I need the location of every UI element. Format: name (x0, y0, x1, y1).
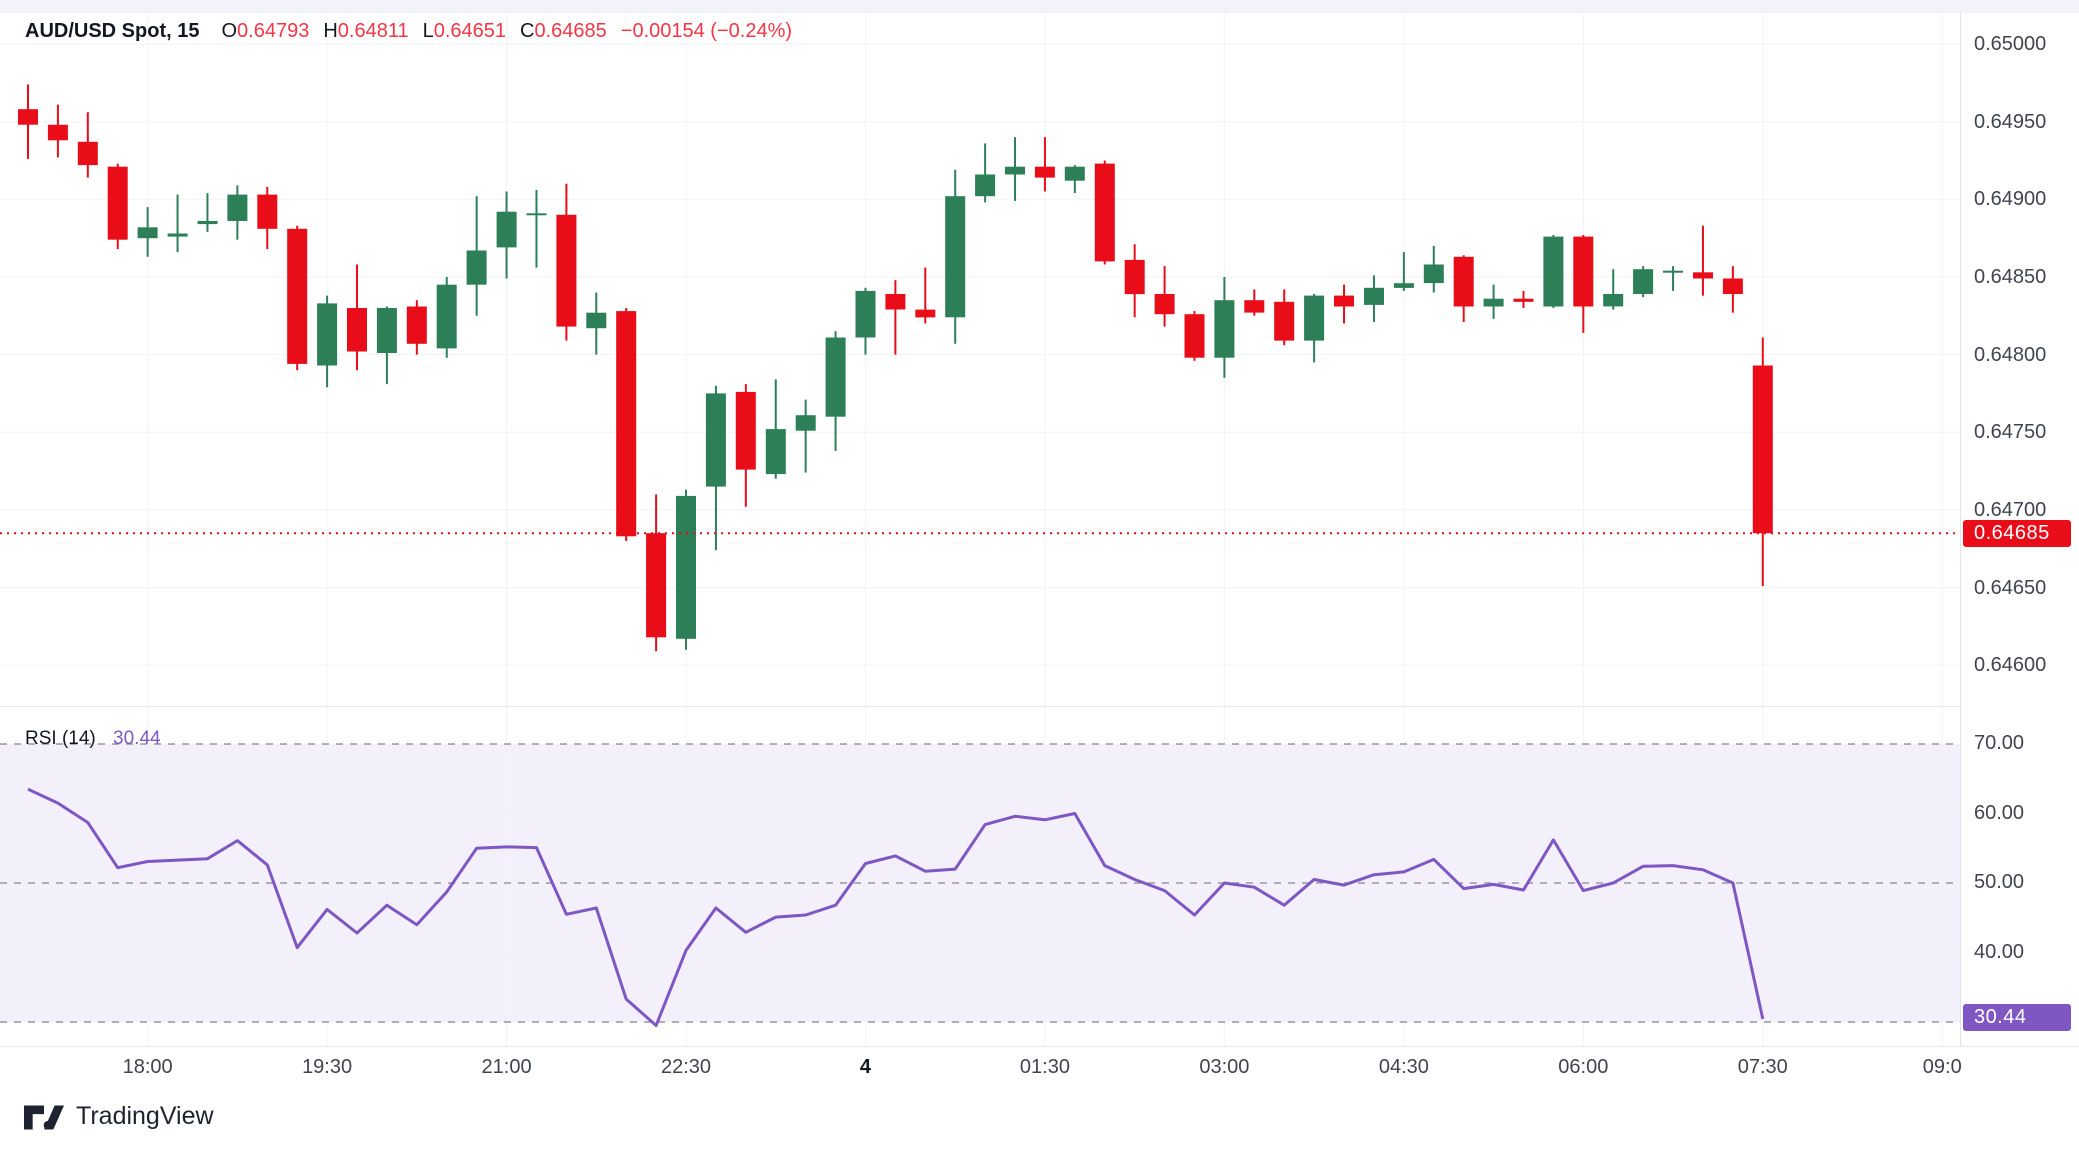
high-value: 0.64811 (337, 20, 409, 42)
time-axis-label: 18:00 (122, 1056, 173, 1078)
change-value: −0.00154 (−0.24%) (620, 20, 793, 42)
price-axis-label: 0.64800 (1974, 343, 2047, 366)
price-axis-label: 0.64700 (1974, 498, 2047, 521)
tradingview-logo-icon[interactable] (24, 1104, 64, 1131)
rsi-axis-label: 60.00 (1974, 801, 2025, 824)
time-axis-label: 04:30 (1378, 1056, 1429, 1078)
time-axis-label: 21:00 (481, 1056, 532, 1078)
time-axis-label: 09:0 (1922, 1056, 1962, 1078)
candlestick-chart-svg[interactable] (0, 13, 1960, 706)
last-price-badge: 0.64685 (1963, 519, 2071, 547)
price-pane[interactable] (0, 13, 1960, 706)
symbol-title[interactable]: AUD/USD Spot, 15 (25, 20, 200, 42)
time-axis-label: 19:30 (302, 1056, 353, 1078)
footer: TradingView (0, 1092, 2079, 1154)
rsi-chart-svg[interactable] (0, 707, 1960, 1047)
rsi-value-badge: 30.44 (1963, 1004, 2071, 1032)
rsi-axis-label: 50.00 (1974, 871, 2025, 893)
high-label: H (323, 20, 338, 42)
time-axis-label: 01:30 (1019, 1056, 1070, 1078)
time-axis[interactable]: 18:00 19:30 21:00 22:30 4 01:30 03:00 04:30 06:0… (0, 1046, 2079, 1093)
time-axis-label: 22:30 (660, 1056, 712, 1078)
open-label: O (221, 20, 238, 42)
time-axis-label: 4 (859, 1056, 872, 1078)
price-axis-label: 0.64650 (1974, 576, 2047, 599)
time-axis-label: 07:30 (1737, 1056, 1788, 1078)
price-axis-label: 0.64600 (1974, 654, 2047, 677)
time-axis-label: 03:00 (1199, 1056, 1250, 1078)
price-axis-label: 0.64750 (1974, 421, 2047, 444)
price-axis[interactable]: 0.65000 0.64950 0.64900 0.64850 0.64800 0.647… (1961, 0, 2079, 1154)
rsi-axis-label: 40.00 (1974, 940, 2025, 963)
rsi-value: 30.44 (113, 728, 161, 749)
rsi-axis-label: 70.00 (1974, 732, 2025, 754)
rsi-legend[interactable]: RSI (14) 30.44 (25, 728, 161, 750)
low-label: L (422, 20, 434, 42)
tradingview-brand-text[interactable]: TradingView (76, 1102, 214, 1130)
rsi-pane[interactable] (0, 706, 1960, 1047)
price-axis-label: 0.65000 (1974, 33, 2047, 55)
price-axis-label: 0.64950 (1974, 110, 2047, 133)
price-axis-label: 0.64900 (1974, 188, 2047, 211)
close-value: 0.64685 (534, 20, 607, 42)
close-label: C (520, 20, 535, 42)
open-value: 0.64793 (237, 20, 310, 42)
price-axis-label: 0.64850 (1974, 265, 2047, 288)
rsi-name[interactable]: RSI (25, 728, 57, 749)
axis-divider-line (1960, 13, 1961, 1090)
low-value: 0.64651 (433, 20, 507, 42)
time-axis-label: 06:00 (1558, 1056, 1609, 1078)
symbol-legend[interactable]: AUD/USD Spot, 15 O0.64793 H0.64811 L0.64651… (25, 20, 792, 43)
rsi-params: (14) (61, 728, 96, 749)
page-background-strip (0, 0, 2079, 13)
